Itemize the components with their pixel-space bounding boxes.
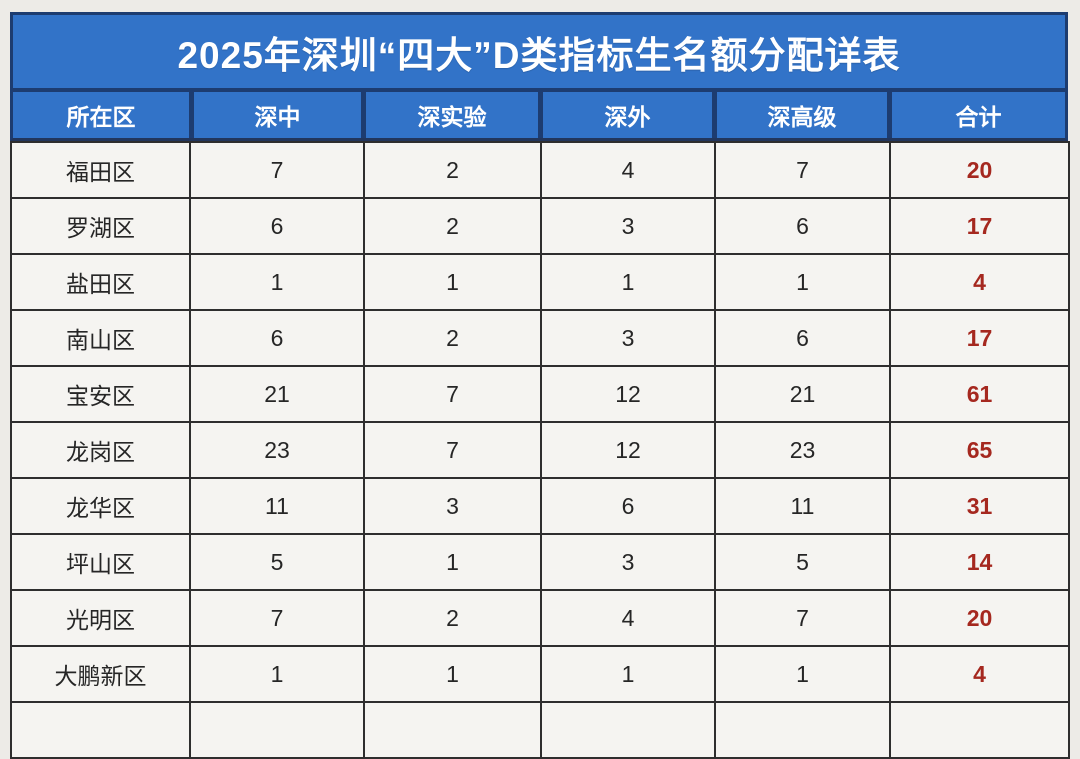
value-cell: 1 — [363, 533, 542, 591]
page-title: 2025年深圳“四大”D类指标生名额分配详表 — [177, 34, 901, 76]
value-cell: 6 — [189, 309, 365, 367]
total-cell: 17 — [889, 197, 1070, 255]
value-cell: 6 — [540, 477, 716, 535]
value-cell: 7 — [363, 421, 542, 479]
total-cell: 14 — [889, 533, 1070, 591]
value-cell: 6 — [189, 197, 365, 255]
quota-table-sheet: 2025年深圳“四大”D类指标生名额分配详表 所在区 深中 深实验 深外 深高级… — [10, 12, 1070, 759]
total-cell: 20 — [889, 589, 1070, 647]
value-cell: 6 — [714, 197, 891, 255]
table-row: 南山区 6 2 3 6 17 — [10, 309, 1070, 367]
value-cell: 1 — [540, 645, 716, 703]
column-header-district: 所在区 — [66, 104, 136, 130]
value-cell — [714, 701, 891, 759]
column-header-shenshiyan: 深实验 — [361, 92, 538, 138]
total-cell: 20 — [889, 141, 1070, 199]
value-cell: 7 — [714, 141, 891, 199]
value-cell: 6 — [714, 309, 891, 367]
district-cell: 大鹏新区 — [10, 645, 191, 703]
table-row-partial — [10, 701, 1070, 759]
value-cell: 1 — [189, 645, 365, 703]
column-header-shengaoji: 深高级 — [712, 92, 887, 138]
district-cell: 宝安区 — [10, 365, 191, 423]
district-cell: 光明区 — [10, 589, 191, 647]
district-cell — [10, 701, 191, 759]
total-cell: 31 — [889, 477, 1070, 535]
value-cell: 1 — [714, 253, 891, 311]
district-cell: 罗湖区 — [10, 197, 191, 255]
value-cell: 2 — [363, 197, 542, 255]
value-cell: 21 — [189, 365, 365, 423]
table-row: 光明区 7 2 4 7 20 — [10, 589, 1070, 647]
value-cell: 5 — [189, 533, 365, 591]
value-cell: 3 — [363, 477, 542, 535]
value-cell: 23 — [189, 421, 365, 479]
column-header-total: 合计 — [887, 92, 1065, 138]
value-cell: 3 — [540, 309, 716, 367]
value-cell: 2 — [363, 141, 542, 199]
table-row: 龙岗区 23 7 12 23 65 — [10, 421, 1070, 479]
value-cell: 1 — [363, 645, 542, 703]
district-cell: 龙岗区 — [10, 421, 191, 479]
value-cell: 7 — [714, 589, 891, 647]
value-cell — [363, 701, 542, 759]
value-cell: 4 — [540, 589, 716, 647]
quota-table-body: 福田区 7 2 4 7 20 罗湖区 6 2 3 6 17 盐田区 1 1 1 1 4 南山区 6 2 3 6 17 宝安区 21… — [10, 141, 1070, 759]
table-row: 大鹏新区 1 1 1 1 4 — [10, 645, 1070, 703]
value-cell — [889, 701, 1070, 759]
value-cell: 4 — [540, 141, 716, 199]
district-cell: 福田区 — [10, 141, 191, 199]
value-cell: 7 — [189, 141, 365, 199]
value-cell: 3 — [540, 197, 716, 255]
value-cell — [540, 701, 716, 759]
value-cell: 3 — [540, 533, 716, 591]
district-cell: 龙华区 — [10, 477, 191, 535]
value-cell: 21 — [714, 365, 891, 423]
total-cell: 61 — [889, 365, 1070, 423]
total-cell: 65 — [889, 421, 1070, 479]
table-row: 宝安区 21 7 12 21 61 — [10, 365, 1070, 423]
value-cell: 2 — [363, 309, 542, 367]
value-cell: 1 — [714, 645, 891, 703]
table-row: 坪山区 5 1 3 5 14 — [10, 533, 1070, 591]
total-cell: 4 — [889, 253, 1070, 311]
district-cell: 坪山区 — [10, 533, 191, 591]
total-cell: 17 — [889, 309, 1070, 367]
table-row: 龙华区 11 3 6 11 31 — [10, 477, 1070, 535]
value-cell: 23 — [714, 421, 891, 479]
column-header-shenzhong: 深中 — [189, 92, 361, 138]
total-cell: 4 — [889, 645, 1070, 703]
district-cell: 南山区 — [10, 309, 191, 367]
value-cell: 1 — [189, 253, 365, 311]
value-cell: 7 — [363, 365, 542, 423]
value-cell: 5 — [714, 533, 891, 591]
table-row: 罗湖区 6 2 3 6 17 — [10, 197, 1070, 255]
column-header-shenwai: 深外 — [538, 92, 712, 138]
value-cell: 1 — [540, 253, 716, 311]
value-cell: 7 — [189, 589, 365, 647]
value-cell: 12 — [540, 365, 716, 423]
value-cell: 11 — [714, 477, 891, 535]
value-cell: 11 — [189, 477, 365, 535]
district-cell: 盐田区 — [10, 253, 191, 311]
value-cell: 2 — [363, 589, 542, 647]
table-row: 福田区 7 2 4 7 20 — [10, 141, 1070, 199]
value-cell — [189, 701, 365, 759]
table-title-band: 2025年深圳“四大”D类指标生名额分配详表 — [10, 12, 1068, 88]
table-header-row: 所在区 深中 深实验 深外 深高级 合计 — [10, 88, 1068, 141]
value-cell: 1 — [363, 253, 542, 311]
quota-table: 福田区 7 2 4 7 20 罗湖区 6 2 3 6 17 盐田区 1 1 1 1 4 南山区 6 2 3 6 17 宝安区 21… — [10, 141, 1070, 759]
table-row: 盐田区 1 1 1 1 4 — [10, 253, 1070, 311]
value-cell: 12 — [540, 421, 716, 479]
